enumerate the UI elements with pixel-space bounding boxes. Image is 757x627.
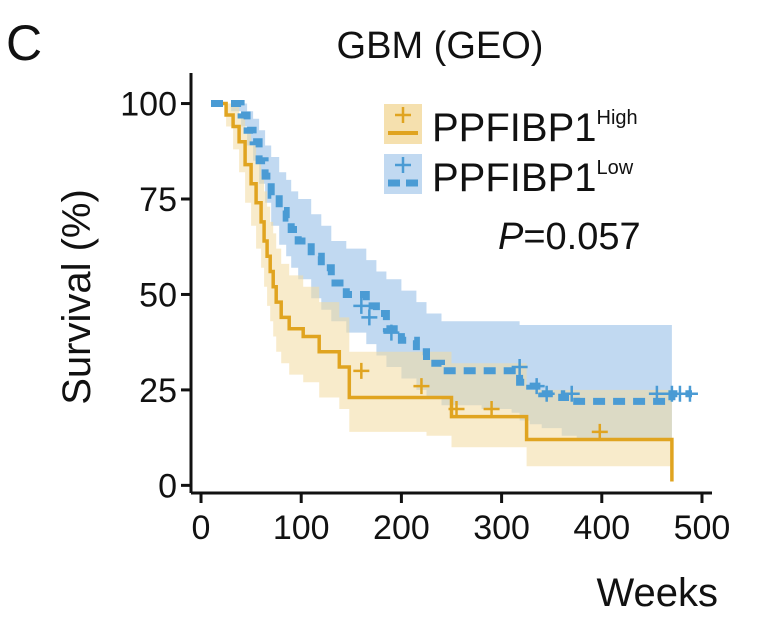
- x-tick-label: 0: [192, 509, 211, 547]
- legend-superscript-low: Low: [597, 157, 634, 179]
- y-tick-label: 0: [158, 467, 177, 505]
- legend-censor-high: [395, 107, 411, 123]
- legend-superscript-high: High: [597, 107, 638, 129]
- x-tick-label: 500: [674, 509, 731, 547]
- censor-mark-low: [361, 309, 378, 326]
- legend-censor-low: [395, 157, 411, 173]
- legend: PPFIBP1High PPFIBP1Low: [384, 104, 638, 200]
- censor-marks: [353, 297, 698, 440]
- censor-mark-low: [681, 385, 698, 402]
- censor-mark-high: [483, 401, 500, 417]
- censor-mark-low: [383, 324, 400, 341]
- legend-name-high: PPFIBP1: [432, 106, 597, 150]
- x-axis-label: Weeks: [596, 571, 718, 615]
- censor-mark-low: [511, 359, 528, 375]
- legend-name-low: PPFIBP1: [432, 156, 597, 200]
- y-tick-label: 25: [139, 372, 177, 410]
- censor-mark-high: [353, 362, 370, 379]
- censor-mark-low: [353, 297, 370, 314]
- confidence-bands: [211, 103, 672, 467]
- censor-mark-high: [448, 401, 465, 417]
- survival-curve-high: [211, 101, 674, 482]
- axis-ticks: 0 100 200 300 400 500 0 25 50 75 100: [120, 86, 730, 547]
- x-tick-label: 200: [373, 509, 430, 547]
- legend-key-low: [384, 154, 422, 194]
- y-tick-label: 75: [139, 181, 177, 219]
- x-tick-label: 300: [473, 509, 530, 547]
- legend-label-low: PPFIBP1Low: [432, 156, 634, 200]
- legend-item-low: PPFIBP1Low: [384, 154, 634, 200]
- x-tick-label: 400: [573, 509, 630, 547]
- censor-mark-low: [538, 385, 555, 402]
- confidence-band-high: [211, 103, 672, 467]
- confidence-band-low: [211, 103, 672, 444]
- legend-item-high: PPFIBP1High: [384, 104, 638, 150]
- y-axis-label: Survival (%): [55, 189, 99, 405]
- censor-mark-low: [648, 385, 665, 402]
- panel-label: C: [6, 15, 42, 71]
- y-tick-label: 100: [120, 86, 177, 124]
- chart-title: GBM (GEO): [337, 25, 544, 67]
- x-tick-label: 100: [273, 509, 330, 547]
- p-value-label: P: [498, 216, 524, 258]
- y-tick-label: 50: [139, 276, 177, 314]
- legend-key-high: [384, 104, 422, 144]
- censor-mark-high: [591, 423, 608, 440]
- censor-mark-low: [563, 385, 580, 402]
- censor-mark-high: [413, 378, 430, 395]
- legend-label-high: PPFIBP1High: [432, 106, 638, 150]
- censor-mark-low: [528, 378, 545, 395]
- survival-curve-low: [211, 100, 692, 405]
- p-value-number: =0.057: [523, 216, 640, 258]
- p-value-annotation: P=0.057: [498, 216, 641, 258]
- survival-curves: [211, 100, 692, 482]
